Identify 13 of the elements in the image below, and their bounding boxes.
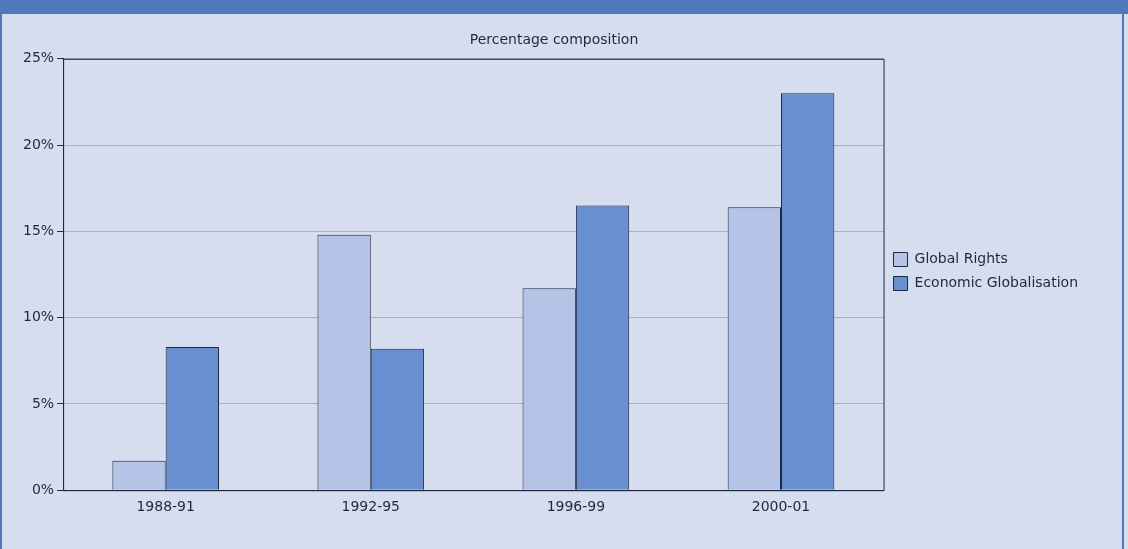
x-tick-label: 1992-95 bbox=[341, 498, 401, 515]
legend-label: Economic Globalisation bbox=[914, 274, 1079, 291]
y-tick-label: 10% bbox=[22, 308, 55, 325]
chart-title: Percentage composition bbox=[469, 31, 639, 48]
x-tick-label: 1996-99 bbox=[546, 498, 606, 515]
x-tick-label: 2000-01 bbox=[751, 498, 811, 515]
y-tick-label: 0% bbox=[31, 480, 55, 497]
x-tick-label: 1988-91 bbox=[136, 498, 195, 515]
y-tick-label: 15% bbox=[22, 222, 55, 238]
y-tick-label: 5% bbox=[31, 394, 55, 411]
y-tick-label: 25% bbox=[22, 49, 55, 66]
legend-label: Global Rights bbox=[914, 250, 1008, 267]
y-tick-label: 20% bbox=[22, 135, 55, 152]
